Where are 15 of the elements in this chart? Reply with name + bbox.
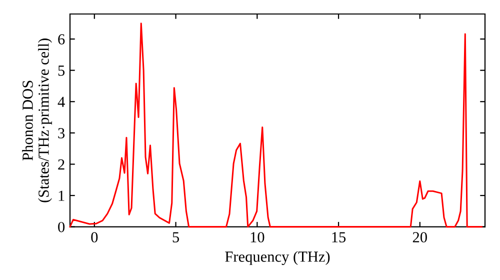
y-tick-label: 3 <box>58 128 65 138</box>
y-tick-label: 6 <box>58 34 65 44</box>
y-tick-label: 4 <box>58 96 65 107</box>
y-tick-label: 2 <box>58 159 64 170</box>
y-tick-label: 5 <box>58 66 65 76</box>
x-tick-label: 20 <box>412 232 427 242</box>
x-tick-label: 0 <box>91 232 98 242</box>
x-axis-title: Frequency (THz) <box>225 251 330 265</box>
y-axis-title: Phonon DOS (States/THz·primitive cell) <box>22 38 52 202</box>
x-tick-label: 10 <box>250 232 264 242</box>
x-tick-label: 5 <box>172 232 180 242</box>
y-tick-label: 0 <box>58 222 65 232</box>
line-series <box>69 22 483 228</box>
x-tick-label: 15 <box>332 232 346 242</box>
y-tick-label: 1 <box>58 190 64 201</box>
